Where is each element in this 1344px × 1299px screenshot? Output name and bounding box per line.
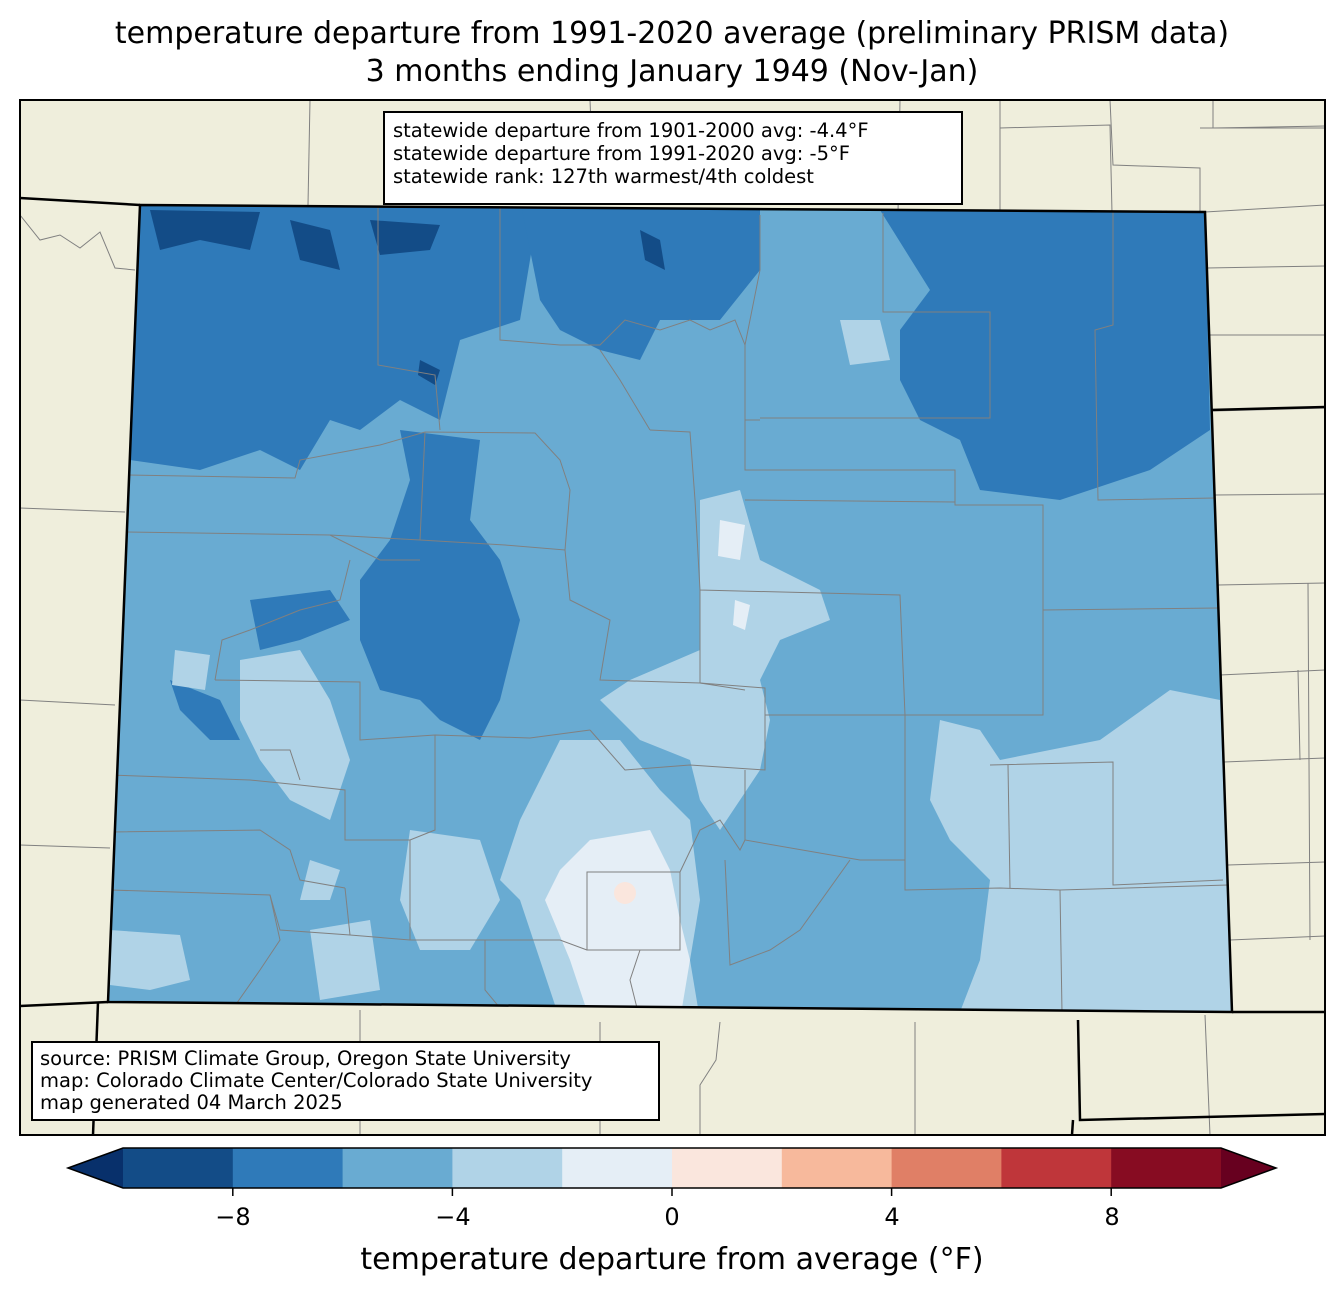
colorbar-tick-label: 4 <box>884 1203 900 1231</box>
colorbar-bin <box>1111 1148 1222 1188</box>
source-box: source: PRISM Climate Group, Oregon Stat… <box>31 1041 660 1121</box>
map-credit-line: map: Colorado Climate Center/Colorado St… <box>40 1069 593 1092</box>
colorbar-bin <box>672 1148 783 1188</box>
colorado-border <box>106 203 1234 1014</box>
colorbar-bin <box>232 1148 344 1188</box>
map-title-line-1: temperature departure from 1991-2020 ave… <box>114 16 1230 51</box>
generated-date-line: map generated 04 March 2025 <box>40 1091 343 1114</box>
colorbar-bin <box>452 1148 563 1188</box>
colorbar-tick-label: 8 <box>1104 1203 1120 1231</box>
colorbar-bin <box>123 1148 234 1188</box>
colorbar-outline <box>65 1147 1279 1189</box>
colorbar-tick-label: −4 <box>435 1203 471 1231</box>
colorbar-bin <box>1001 1148 1112 1188</box>
colorbar-bin <box>342 1148 453 1188</box>
colorbar <box>65 1147 1279 1196</box>
stat-rank: statewide rank: 127th warmest/4th coldes… <box>393 165 814 188</box>
colorbar-extend-low <box>68 1148 123 1188</box>
colorbar-bin <box>891 1148 1002 1188</box>
colorbar-label: temperature departure from average (°F) <box>360 1242 984 1277</box>
colorbar-bin <box>781 1148 893 1188</box>
temperature-departure-field <box>108 205 1232 1012</box>
colorbar-bin <box>562 1148 673 1188</box>
colorbar-extend-high <box>1221 1148 1276 1188</box>
source-line: source: PRISM Climate Group, Oregon Stat… <box>40 1047 571 1070</box>
map-title-line-2: 3 months ending January 1949 (Nov-Jan) <box>365 54 979 89</box>
statewide-stats-box: statewide departure from 1901-2000 avg: … <box>383 111 963 205</box>
stat-departure-1901-2000: statewide departure from 1901-2000 avg: … <box>393 119 869 142</box>
colorbar-tick-label: 0 <box>664 1203 680 1231</box>
colorbar-tick-label: −8 <box>215 1203 251 1231</box>
stat-departure-1991-2020: statewide departure from 1991-2020 avg: … <box>393 142 850 165</box>
